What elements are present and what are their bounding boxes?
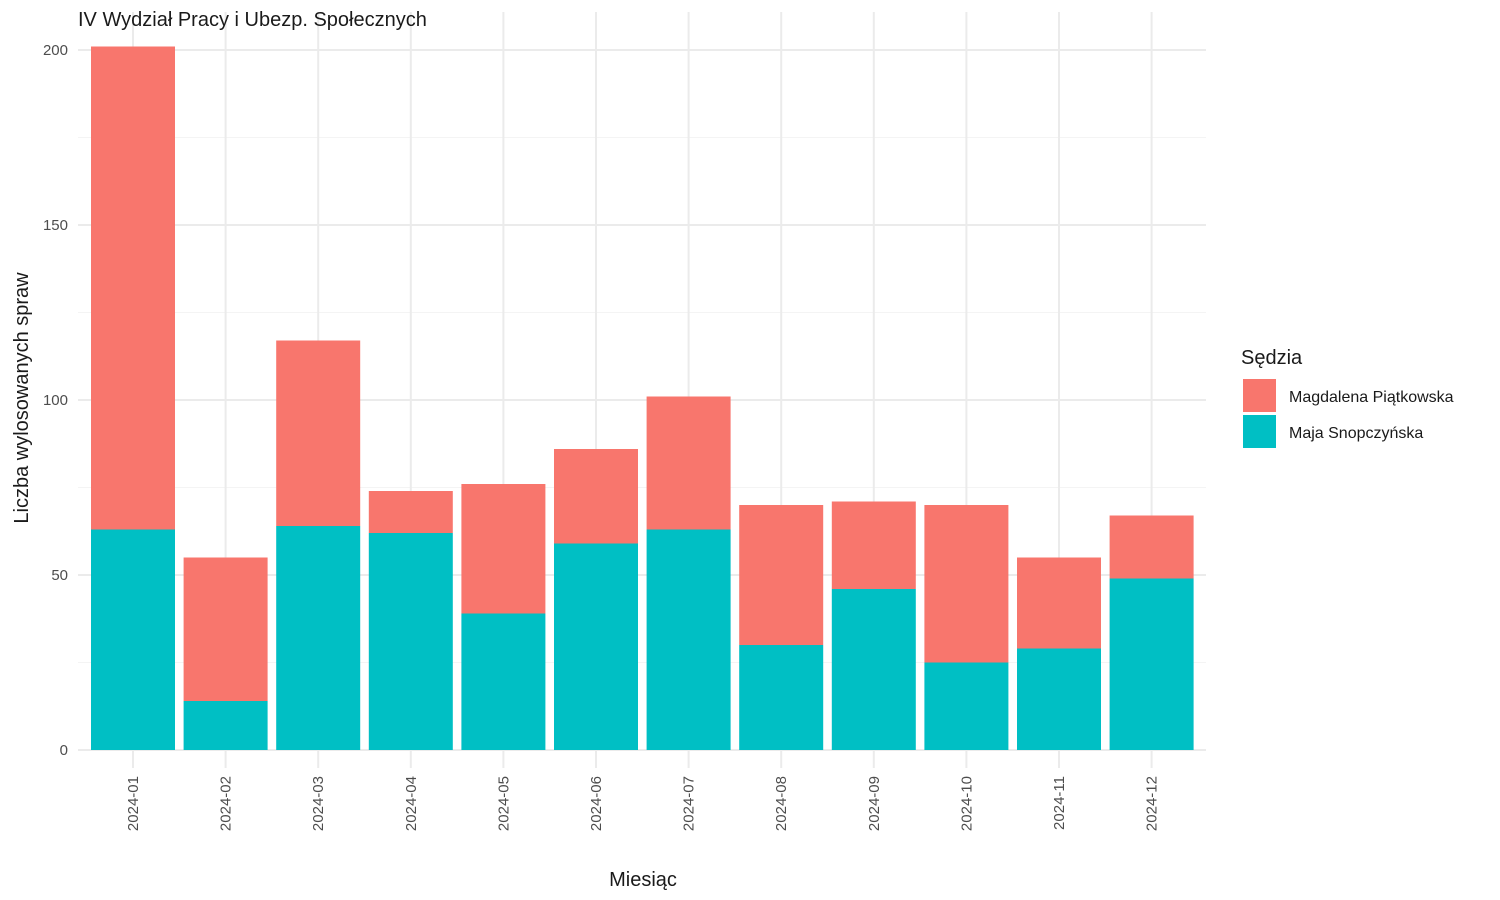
bar-maja-2024-06 bbox=[554, 543, 638, 750]
legend: Sędzia Magdalena Piątkowska Maja Snopczy… bbox=[1241, 347, 1454, 448]
bar-maja-2024-05 bbox=[461, 613, 546, 750]
bar-maja-2024-02 bbox=[183, 701, 268, 750]
bar-magdalena-2024-09 bbox=[831, 501, 916, 589]
y-tick-label: 100 bbox=[43, 392, 68, 409]
x-axis-title: Miesiąc bbox=[609, 869, 677, 891]
bar-maja-2024-12 bbox=[1109, 578, 1194, 750]
x-tick-label: 2024-04 bbox=[403, 776, 420, 831]
x-tick-label: 2024-11 bbox=[1051, 776, 1068, 830]
bar-magdalena-2024-12 bbox=[1109, 515, 1194, 579]
bar-magdalena-2024-10 bbox=[924, 505, 1009, 663]
bar-magdalena-2024-08 bbox=[739, 505, 824, 645]
bar-magdalena-2024-01 bbox=[91, 46, 175, 530]
chart-title: IV Wydział Pracy i Ubezp. Społecznych bbox=[78, 9, 427, 31]
bar-maja-2024-04 bbox=[368, 533, 453, 750]
legend-key-magdalena bbox=[1243, 379, 1276, 412]
bar-maja-2024-08 bbox=[739, 645, 824, 750]
legend-title: Sędzia bbox=[1241, 347, 1303, 369]
x-tick-label: 2024-01 bbox=[125, 776, 142, 831]
legend-label-maja: Maja Snopczyńska bbox=[1289, 425, 1423, 442]
bar-maja-2024-10 bbox=[924, 662, 1009, 750]
x-tick-label: 2024-02 bbox=[218, 776, 235, 831]
bar-maja-2024-07 bbox=[646, 529, 731, 750]
bar-magdalena-2024-07 bbox=[646, 396, 731, 530]
legend-label-magdalena: Magdalena Piątkowska bbox=[1289, 389, 1454, 406]
x-tick-label: 2024-08 bbox=[773, 776, 790, 831]
bar-magdalena-2024-11 bbox=[1017, 557, 1101, 649]
bar-maja-2024-09 bbox=[831, 589, 916, 750]
x-axis-ticks: 2024-01 2024-02 2024-03 2024-04 2024-05 2024-… bbox=[125, 776, 1161, 831]
x-tick-label: 2024-09 bbox=[866, 776, 883, 831]
legend-key-maja bbox=[1243, 415, 1276, 448]
bar-magdalena-2024-05 bbox=[461, 484, 546, 614]
bar-maja-2024-01 bbox=[91, 529, 175, 750]
bars bbox=[91, 46, 1194, 750]
bar-maja-2024-03 bbox=[276, 526, 361, 750]
y-axis-title: Liczba wylosowanych spraw bbox=[11, 272, 33, 524]
y-axis-ticks: 0 50 100 150 200 bbox=[43, 42, 68, 759]
bar-magdalena-2024-04 bbox=[368, 491, 453, 533]
x-tick-label: 2024-10 bbox=[958, 776, 975, 831]
bar-magdalena-2024-02 bbox=[183, 557, 268, 701]
y-tick-label: 200 bbox=[43, 42, 68, 59]
y-tick-label: 150 bbox=[43, 217, 68, 234]
x-tick-label: 2024-05 bbox=[495, 776, 512, 831]
bar-maja-2024-11 bbox=[1017, 648, 1101, 750]
y-tick-label: 50 bbox=[51, 567, 68, 584]
y-tick-label: 0 bbox=[60, 742, 68, 759]
x-tick-label: 2024-07 bbox=[681, 776, 698, 831]
x-tick-label: 2024-12 bbox=[1144, 776, 1161, 831]
x-tick-label: 2024-03 bbox=[310, 776, 327, 831]
bar-magdalena-2024-06 bbox=[554, 449, 638, 544]
x-tick-label: 2024-06 bbox=[588, 776, 605, 831]
bar-magdalena-2024-03 bbox=[276, 340, 361, 526]
